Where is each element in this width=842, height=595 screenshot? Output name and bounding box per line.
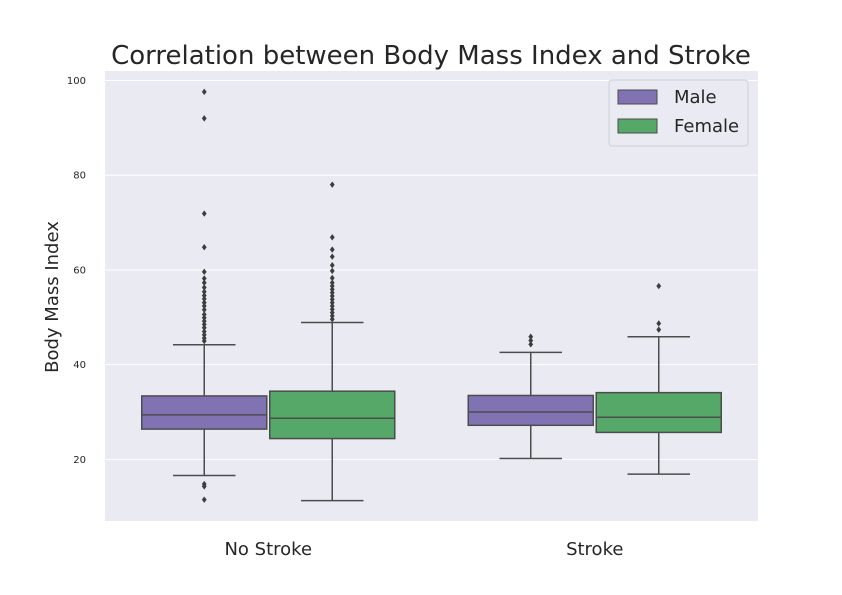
outlier-point xyxy=(528,333,534,340)
outlier-point xyxy=(329,289,335,296)
legend-swatch-female xyxy=(617,118,658,134)
y-tick-label: 20 xyxy=(73,455,86,466)
outlier-point xyxy=(329,316,335,323)
outlier-point xyxy=(201,275,207,282)
outlier-point xyxy=(201,88,207,96)
outlier-point xyxy=(329,302,335,310)
outlier-point xyxy=(329,267,335,275)
outlier-point xyxy=(201,314,207,321)
outlier-point xyxy=(656,326,662,333)
outlier-point xyxy=(201,321,207,328)
chart-title: Correlation between Body Mass Index and … xyxy=(111,41,751,71)
outlier-point xyxy=(201,279,207,286)
y-axis-label: Body Mass Index xyxy=(42,221,63,373)
outlier-point xyxy=(329,296,335,303)
box-female-stroke xyxy=(595,282,722,475)
x-axis-ticks: No Stroke Stroke xyxy=(224,539,623,560)
outlier-point xyxy=(201,331,207,339)
outlier-point xyxy=(528,337,534,344)
outlier-point xyxy=(201,302,207,310)
outlier-point xyxy=(201,334,207,342)
outlier-point xyxy=(201,284,207,291)
y-axis-ticks: 20 40 60 80 100 xyxy=(67,76,86,466)
y-tick-label: 40 xyxy=(73,360,86,371)
outlier-point xyxy=(329,234,335,241)
outlier-point xyxy=(201,480,207,488)
outlier-point xyxy=(201,295,207,303)
y-tick-label: 100 xyxy=(67,76,86,87)
outlier-point xyxy=(329,292,335,300)
outlier-point xyxy=(201,299,207,306)
outlier-point xyxy=(329,181,335,188)
outlier-point xyxy=(329,274,335,282)
outlier-point xyxy=(201,268,207,276)
outlier-point xyxy=(201,306,207,313)
outlier-point xyxy=(201,244,207,251)
outlier-point xyxy=(329,309,335,316)
outlier-point xyxy=(528,341,534,348)
outlier-point xyxy=(329,299,335,306)
box-male-stroke xyxy=(467,333,594,460)
iqr-box xyxy=(141,395,268,430)
outlier-point xyxy=(329,286,335,293)
legend-label-female: Female xyxy=(674,116,739,137)
y-tick-label: 60 xyxy=(73,265,86,276)
outlier-point xyxy=(329,246,335,253)
outlier-point xyxy=(329,253,335,260)
outlier-point xyxy=(656,282,662,290)
outlier-point xyxy=(201,328,207,335)
outlier-point xyxy=(329,262,335,269)
iqr-box xyxy=(269,390,396,440)
outlier-point xyxy=(656,320,662,327)
outlier-point xyxy=(329,282,335,290)
outlier-point xyxy=(329,312,335,320)
outlier-point xyxy=(201,210,207,217)
outlier-point xyxy=(201,115,207,122)
iqr-box xyxy=(467,394,594,427)
outlier-point xyxy=(329,279,335,286)
boxes xyxy=(141,88,722,503)
grid-lines xyxy=(105,79,758,460)
outlier-point xyxy=(201,324,207,331)
outlier-point xyxy=(201,496,207,503)
y-tick-label: 80 xyxy=(73,171,86,182)
legend-label-male: Male xyxy=(674,87,717,108)
box-male-no-stroke xyxy=(141,88,268,503)
legend-swatch-male xyxy=(617,89,658,105)
outlier-point xyxy=(201,292,207,299)
x-tick-label: Stroke xyxy=(566,539,623,560)
outlier-point xyxy=(201,311,207,318)
x-tick-label: No Stroke xyxy=(224,539,312,560)
outlier-point xyxy=(329,306,335,313)
outlier-point xyxy=(201,317,207,325)
box-female-no-stroke xyxy=(269,181,396,502)
iqr-box xyxy=(595,391,722,434)
legend: Male Female xyxy=(608,79,749,147)
outlier-point xyxy=(201,288,207,295)
